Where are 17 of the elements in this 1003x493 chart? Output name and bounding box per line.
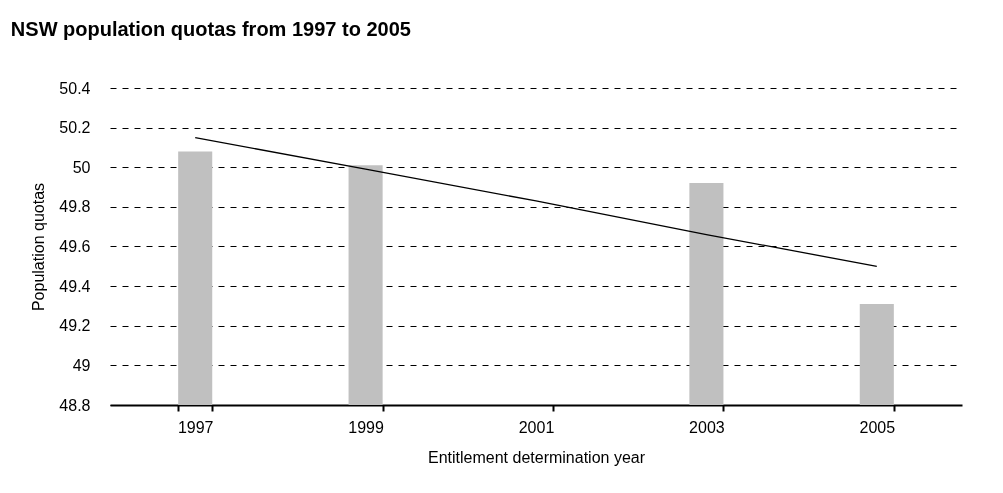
y-tick-label: 49.8	[59, 198, 91, 216]
x-tick-label: 2003	[689, 418, 725, 436]
y-tick-label: 50	[72, 158, 91, 176]
x-tick-label: 2001	[518, 418, 555, 436]
y-tick-label: 49.2	[59, 317, 91, 335]
y-tick-label: 50.4	[59, 79, 91, 97]
y-tick-label: 49	[72, 356, 91, 374]
y-tick-label: 50.2	[59, 119, 91, 137]
x-tick-label: 1997	[177, 418, 214, 436]
x-axis-title: Entitlement determination year	[428, 448, 646, 466]
y-tick-label: 49.6	[59, 238, 91, 255]
x-tick-label: 1999	[348, 418, 384, 436]
chart-title: NSW population quotas from 1997 to 2005	[10, 18, 411, 40]
y-tick-label: 48.8	[59, 396, 91, 414]
y-tick-label: 49.4	[59, 277, 91, 295]
x-tick-label: 2005	[859, 418, 896, 436]
y-axis-title: Population quotas	[30, 182, 48, 312]
